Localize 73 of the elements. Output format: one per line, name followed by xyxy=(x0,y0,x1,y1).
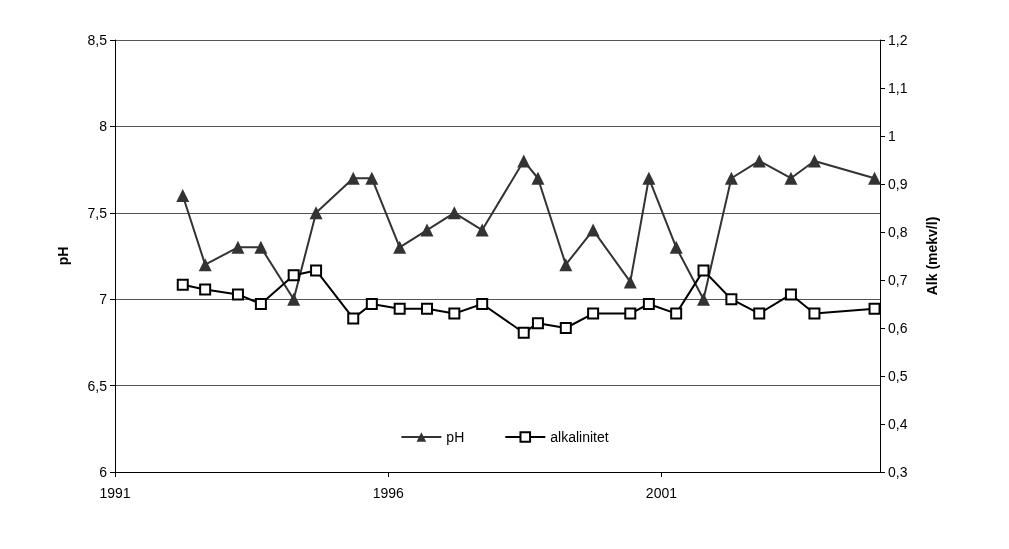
point xyxy=(753,307,766,320)
point xyxy=(669,240,683,254)
point xyxy=(393,302,406,315)
y-tick-label: 6,5 xyxy=(87,377,108,394)
point xyxy=(310,264,323,277)
y2-tick-label: 0,4 xyxy=(888,416,908,432)
point xyxy=(868,171,882,185)
y2-tick-label: 0,8 xyxy=(888,224,908,240)
point xyxy=(393,240,407,254)
point xyxy=(476,298,489,310)
y-tick-label: 7,5 xyxy=(87,204,108,221)
y-axis-title: pH xyxy=(55,246,71,266)
point xyxy=(420,223,434,237)
point xyxy=(697,292,710,306)
point xyxy=(808,307,821,320)
point xyxy=(254,298,267,310)
point xyxy=(198,258,212,272)
y2-tick-label: 0,9 xyxy=(888,176,908,192)
point xyxy=(287,292,301,306)
y2-tick-label: 0,6 xyxy=(888,320,908,336)
point xyxy=(347,312,360,325)
point xyxy=(784,288,797,301)
point xyxy=(725,293,738,306)
point xyxy=(309,206,323,220)
point xyxy=(586,223,600,237)
legend-label: alkalinitet xyxy=(550,429,609,445)
point xyxy=(587,307,600,320)
point xyxy=(365,298,378,310)
point xyxy=(421,302,434,315)
point xyxy=(623,275,637,289)
y-tick-label: 8,5 xyxy=(87,32,108,48)
point xyxy=(448,307,461,320)
y-tick-label: 8 xyxy=(99,118,108,135)
point xyxy=(447,206,461,220)
point xyxy=(642,171,656,185)
point xyxy=(475,223,489,237)
point xyxy=(868,302,881,315)
x-tick-label: 1991 xyxy=(99,485,131,501)
point xyxy=(199,283,212,296)
y2-tick-label: 1,1 xyxy=(888,80,908,96)
x-tick-label: 2001 xyxy=(645,485,678,501)
point xyxy=(365,171,379,185)
y2-axis-title: Alk (mekv/l) xyxy=(924,216,940,296)
y2-tick-label: 0,5 xyxy=(888,368,908,384)
y2-tick-label: 0,7 xyxy=(888,272,908,288)
point xyxy=(176,278,189,291)
legend-label: pH xyxy=(446,429,465,445)
y-tick-label: 6 xyxy=(99,464,108,480)
point xyxy=(697,264,710,277)
point xyxy=(531,317,544,330)
x-tick-label: 1996 xyxy=(372,485,404,501)
point xyxy=(531,171,545,185)
point xyxy=(559,322,572,334)
point xyxy=(231,288,244,301)
point xyxy=(346,171,360,185)
y-tick-label: 7 xyxy=(99,291,108,308)
point xyxy=(784,171,798,185)
point xyxy=(670,307,683,320)
point xyxy=(624,307,637,320)
y2-tick-label: 1 xyxy=(888,128,896,144)
point xyxy=(807,154,821,168)
point xyxy=(642,298,655,310)
point xyxy=(752,154,766,168)
point xyxy=(724,171,738,185)
y2-tick-label: 0,3 xyxy=(888,464,908,480)
point xyxy=(231,240,245,254)
y2-tick-label: 1,2 xyxy=(888,32,908,48)
point xyxy=(517,154,531,168)
point xyxy=(559,258,573,272)
point xyxy=(254,240,268,254)
point xyxy=(517,326,530,339)
point xyxy=(287,269,300,282)
point xyxy=(176,189,190,203)
